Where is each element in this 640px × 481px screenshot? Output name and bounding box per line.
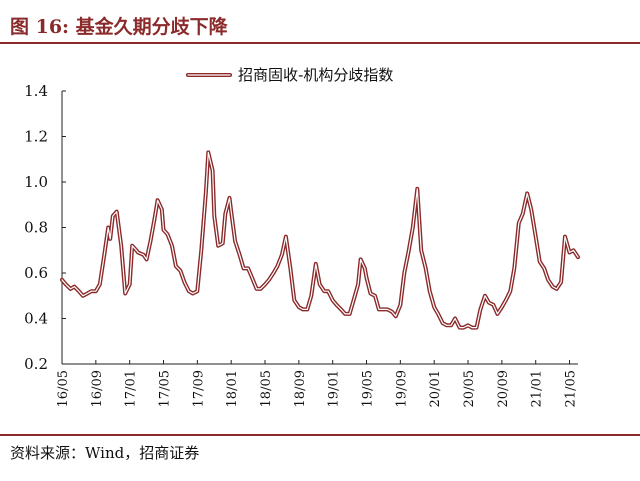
x-tick-label: 16/09 — [90, 370, 105, 407]
x-axis-ticks: 16/05 16/09 17/01 17/05 17/09 18/01 18/05 18/09… — [56, 360, 579, 407]
y-tick-label: 0.4 — [24, 310, 48, 328]
x-tick-label: 21/01 — [530, 370, 545, 407]
y-tick-label: 1.0 — [24, 173, 48, 191]
series-line-core — [61, 151, 579, 329]
y-tick-label: 0.8 — [24, 219, 48, 237]
x-tick-label: 16/05 — [56, 370, 71, 407]
x-tick-label: 17/05 — [158, 370, 173, 407]
x-tick-label: 18/05 — [259, 370, 274, 407]
chart-legend: 招商固收-机构分歧指数 — [186, 66, 393, 84]
x-tick-label: 20/01 — [428, 370, 443, 407]
source-divider — [0, 434, 640, 436]
x-tick-label: 18/09 — [293, 370, 308, 407]
y-tick-label: 0.2 — [24, 355, 48, 373]
x-tick-label: 19/09 — [394, 370, 409, 407]
figure-title: 图 16: 基金久期分歧下降 — [10, 16, 228, 38]
y-tick-label: 1.4 — [24, 82, 48, 100]
y-axis-ticks: 1.4 1.2 1.0 0.8 0.6 0.4 0.2 — [24, 82, 66, 373]
x-tick-label: 18/01 — [225, 370, 240, 407]
x-tick-label: 19/01 — [327, 370, 342, 407]
x-tick-label: 17/01 — [124, 370, 139, 407]
chart-axes — [61, 91, 578, 365]
title-divider — [0, 42, 640, 44]
x-tick-label: 20/09 — [496, 370, 511, 407]
x-tick-label: 20/05 — [462, 370, 477, 407]
source-note: 资料来源：Wind，招商证券 — [10, 444, 200, 462]
legend-label: 招商固收-机构分歧指数 — [238, 66, 393, 84]
x-tick-label: 21/05 — [564, 370, 579, 407]
x-tick-label: 19/05 — [361, 370, 376, 407]
chart: 1.4 1.2 1.0 0.8 0.6 0.4 0.2 16/05 16/09 17/01 17/… — [24, 66, 580, 407]
x-tick-label: 17/09 — [191, 370, 206, 407]
y-tick-label: 0.6 — [24, 264, 48, 282]
chart-series — [60, 150, 580, 330]
y-tick-label: 1.2 — [24, 128, 48, 146]
series-line — [60, 150, 580, 330]
